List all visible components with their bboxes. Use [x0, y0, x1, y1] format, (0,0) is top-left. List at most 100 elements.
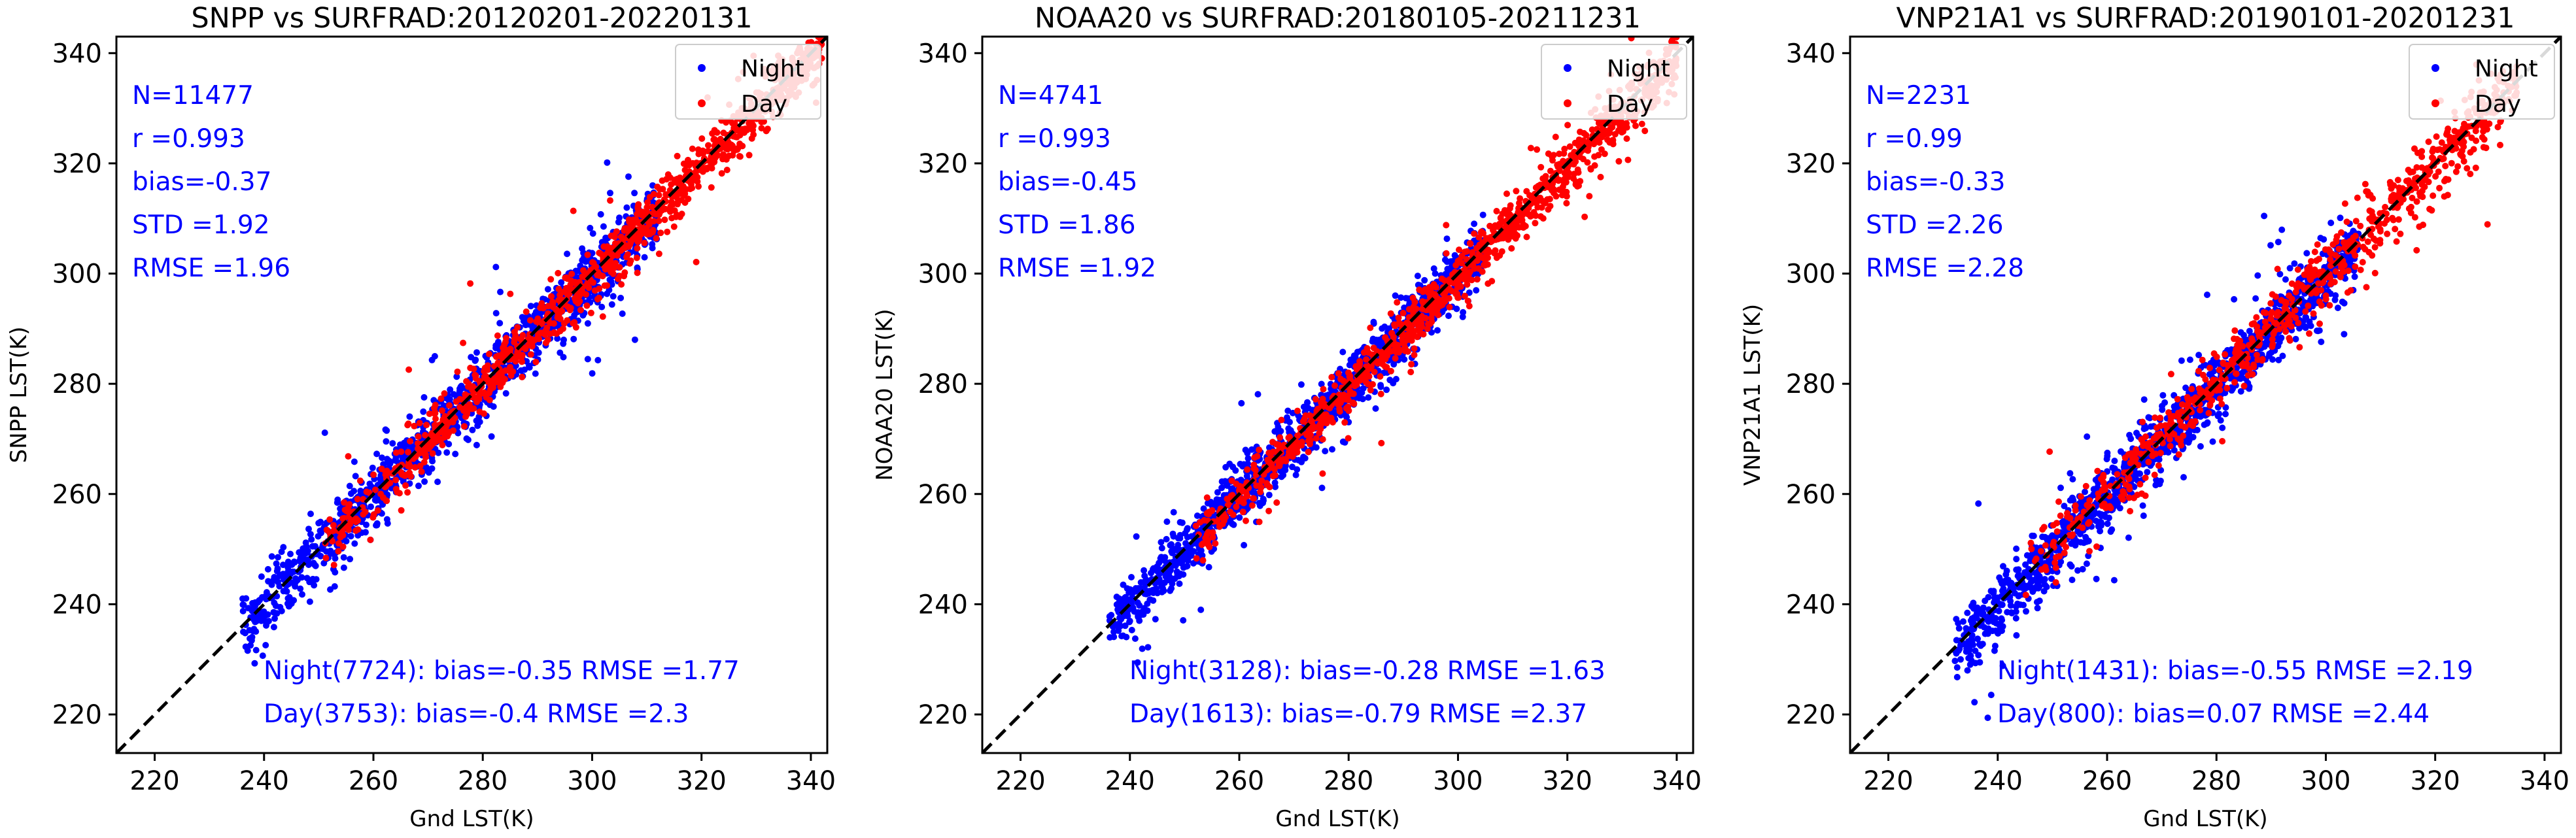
point-day — [533, 318, 540, 325]
point-night — [1372, 405, 1379, 412]
point-day — [1318, 399, 1325, 406]
point-day — [1417, 324, 1424, 331]
point-day — [694, 174, 701, 181]
y-tick-label: 300 — [918, 260, 968, 290]
point-night — [358, 488, 366, 495]
point-day — [1513, 188, 1520, 195]
point-day — [1452, 261, 1460, 269]
point-night — [1118, 633, 1125, 640]
point-day — [354, 526, 362, 533]
point-night — [544, 286, 551, 293]
point-night — [443, 449, 451, 456]
point-night — [490, 403, 497, 410]
point-day — [723, 167, 730, 173]
point-day — [1428, 318, 1435, 326]
point-day — [1192, 522, 1199, 529]
point-day — [1497, 215, 1504, 222]
point-day — [367, 536, 374, 543]
point-night — [1401, 356, 1408, 363]
point-day — [674, 152, 681, 159]
stat-line: RMSE =1.92 — [998, 254, 1156, 283]
point-day — [402, 472, 409, 479]
point-night — [1134, 659, 1141, 666]
point-day — [644, 199, 651, 206]
x-tick-label: 300 — [567, 766, 617, 796]
point-night — [379, 454, 385, 461]
point-night — [554, 335, 561, 342]
subgroup-line: Day(1613): bias=-0.79 RMSE =2.37 — [1129, 699, 1587, 729]
point-night — [1373, 337, 1380, 343]
point-day — [502, 367, 509, 374]
point-day — [1418, 305, 1426, 312]
point-day — [1464, 297, 1471, 305]
point-day — [568, 271, 575, 278]
point-day — [335, 548, 342, 555]
chart-title: SNPP vs SURFRAD:20120201-20220131 — [191, 2, 752, 35]
point-day — [736, 141, 744, 147]
point-night — [296, 558, 303, 565]
point-day — [618, 281, 625, 288]
point-night — [570, 335, 577, 343]
point-day — [1203, 510, 1211, 517]
point-day — [698, 135, 706, 142]
point-night — [1370, 318, 1377, 326]
point-night — [343, 537, 350, 545]
point-night — [369, 464, 376, 471]
point-day — [1507, 226, 1514, 233]
point-night — [297, 585, 304, 592]
point-day — [370, 471, 377, 478]
point-night — [527, 303, 534, 310]
point-night — [1200, 505, 1207, 512]
y-tick-label: 340 — [52, 39, 102, 69]
point-day — [1632, 122, 1639, 129]
point-day — [512, 356, 519, 363]
point-night — [1135, 613, 1142, 620]
point-day — [467, 280, 474, 287]
point-day — [1239, 509, 1246, 516]
point-day — [1244, 466, 1251, 473]
point-day — [1526, 192, 1533, 199]
point-day — [1465, 271, 1472, 278]
point-night — [1379, 325, 1386, 332]
point-night — [255, 613, 262, 620]
point-night — [1414, 273, 1421, 280]
point-night — [270, 609, 277, 616]
point-day — [655, 192, 662, 199]
point-day — [339, 515, 347, 522]
point-day — [1574, 166, 1581, 173]
point-day — [662, 191, 670, 198]
point-night — [305, 526, 312, 533]
point-night — [1169, 530, 1176, 537]
point-night — [497, 288, 504, 295]
point-day — [421, 459, 428, 466]
point-day — [1506, 205, 1513, 212]
point-day — [551, 329, 558, 337]
point-day — [407, 463, 414, 470]
point-night — [1152, 616, 1159, 623]
point-day — [1328, 414, 1335, 422]
point-day — [1611, 131, 1619, 138]
point-day — [1309, 420, 1316, 427]
point-day — [411, 422, 418, 429]
x-tick-label: 340 — [786, 766, 836, 796]
point-day — [1563, 193, 1570, 200]
point-day — [1365, 373, 1373, 380]
point-day — [462, 391, 469, 398]
point-day — [1477, 229, 1485, 236]
point-day — [557, 315, 564, 322]
point-day — [346, 501, 353, 508]
point-day — [1237, 495, 1244, 503]
point-night — [1144, 644, 1152, 651]
x-tick-label: 260 — [1214, 766, 1264, 796]
point-day — [1266, 484, 1273, 491]
point-day — [705, 142, 712, 149]
point-night — [334, 499, 341, 506]
point-night — [1204, 499, 1211, 507]
point-day — [369, 514, 377, 521]
point-day — [394, 488, 401, 495]
point-day — [405, 448, 411, 456]
point-day — [526, 317, 534, 324]
point-night — [1110, 628, 1117, 635]
